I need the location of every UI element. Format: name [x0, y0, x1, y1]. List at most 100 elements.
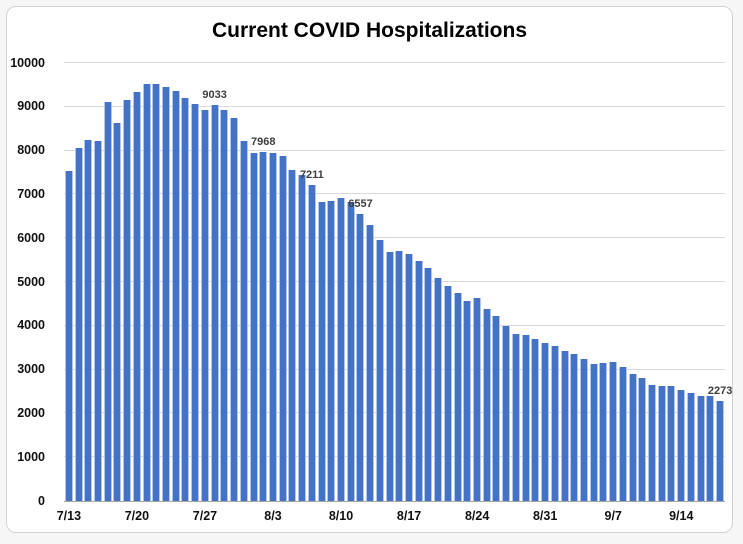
bar	[511, 333, 520, 501]
bar	[502, 326, 511, 501]
x-axis-tick-label: 7/13	[56, 509, 82, 523]
bar	[599, 362, 608, 501]
bar	[473, 298, 482, 501]
bar	[492, 315, 501, 501]
bar-slot	[560, 63, 570, 501]
bar-slot	[550, 63, 560, 501]
bar-slot	[501, 63, 511, 501]
data-label: 7968	[251, 136, 276, 149]
bar-slot	[288, 63, 298, 501]
bar	[434, 278, 443, 501]
bar	[74, 147, 83, 501]
bar	[463, 301, 472, 501]
bar-slot	[93, 63, 103, 501]
bar-slot	[686, 63, 696, 501]
bar-slot	[326, 63, 336, 501]
bar	[356, 213, 365, 501]
bar	[249, 152, 258, 501]
bar	[230, 117, 239, 501]
bar	[589, 363, 598, 501]
bar-slot	[171, 63, 181, 501]
data-label: 9033	[202, 89, 227, 102]
bar-slot	[132, 63, 142, 501]
bar-slot	[618, 63, 628, 501]
bar-slot	[608, 63, 618, 501]
bar-slot	[365, 63, 375, 501]
x-axis-tick-label: 7/27	[192, 509, 218, 523]
bar	[181, 98, 190, 501]
bar	[200, 109, 209, 501]
bar	[696, 396, 705, 501]
bar-slot	[113, 63, 123, 501]
bar	[94, 141, 103, 501]
bar	[414, 261, 423, 501]
bar	[686, 393, 695, 501]
bar	[395, 251, 404, 501]
bar-slot	[424, 63, 434, 501]
y-axis-tick-label: 0	[38, 493, 45, 508]
gridline	[64, 149, 725, 151]
bar	[579, 358, 588, 501]
gridline	[64, 412, 725, 414]
bar-slot	[579, 63, 589, 501]
bar-slot	[705, 63, 715, 501]
bar-slot	[462, 63, 472, 501]
bar-slot	[74, 63, 84, 501]
bar-slot	[589, 63, 599, 501]
x-axis-tick-label: 8/3	[264, 509, 282, 523]
bar	[424, 267, 433, 501]
gridline	[64, 105, 725, 107]
bar-slot	[696, 63, 706, 501]
bar	[132, 92, 141, 501]
bar-slot	[161, 63, 171, 501]
bar-slot	[249, 63, 259, 501]
bar-slot	[676, 63, 686, 501]
bar-slot	[356, 63, 366, 501]
data-label: 2273	[707, 385, 733, 398]
bar	[123, 99, 132, 501]
x-axis-tick-label: 8/24	[464, 509, 490, 523]
bar-slot	[210, 63, 220, 501]
bar-slot	[443, 63, 453, 501]
bar	[162, 86, 171, 501]
bar-slot	[715, 63, 725, 501]
gridline	[64, 62, 725, 63]
bar-slot	[667, 63, 677, 501]
bar-slot	[229, 63, 239, 501]
bar-slot	[404, 63, 414, 501]
bar-slot	[307, 63, 317, 501]
bar-slot	[239, 63, 249, 501]
y-axis-tick-label: 8000	[17, 143, 45, 158]
bar-slot	[181, 63, 191, 501]
bar	[259, 152, 268, 501]
bar-slot	[647, 63, 657, 501]
bar-slot	[414, 63, 424, 501]
bar-slot	[385, 63, 395, 501]
bar	[618, 366, 627, 501]
y-axis-tick-label: 4000	[17, 318, 45, 333]
bar	[346, 201, 355, 501]
bar	[375, 240, 384, 501]
bar	[171, 90, 180, 501]
bar-slot	[317, 63, 327, 501]
bar	[307, 185, 316, 501]
bar-slot	[531, 63, 541, 501]
y-axis-tick-label: 2000	[17, 405, 45, 420]
data-label: 6557	[348, 197, 373, 210]
bar	[278, 155, 287, 501]
data-label: 7211	[299, 169, 324, 182]
bar	[638, 378, 647, 501]
bar	[103, 101, 112, 501]
bar	[142, 84, 151, 501]
bar	[336, 197, 345, 501]
bar	[550, 345, 559, 501]
bar	[628, 373, 637, 501]
x-axis-line	[64, 501, 725, 502]
bar-slot	[569, 63, 579, 501]
bar-slot	[521, 63, 531, 501]
bar-slot	[268, 63, 278, 501]
bar-slot	[657, 63, 667, 501]
bar-slot	[278, 63, 288, 501]
bar-series	[64, 63, 725, 501]
bar	[298, 174, 307, 501]
